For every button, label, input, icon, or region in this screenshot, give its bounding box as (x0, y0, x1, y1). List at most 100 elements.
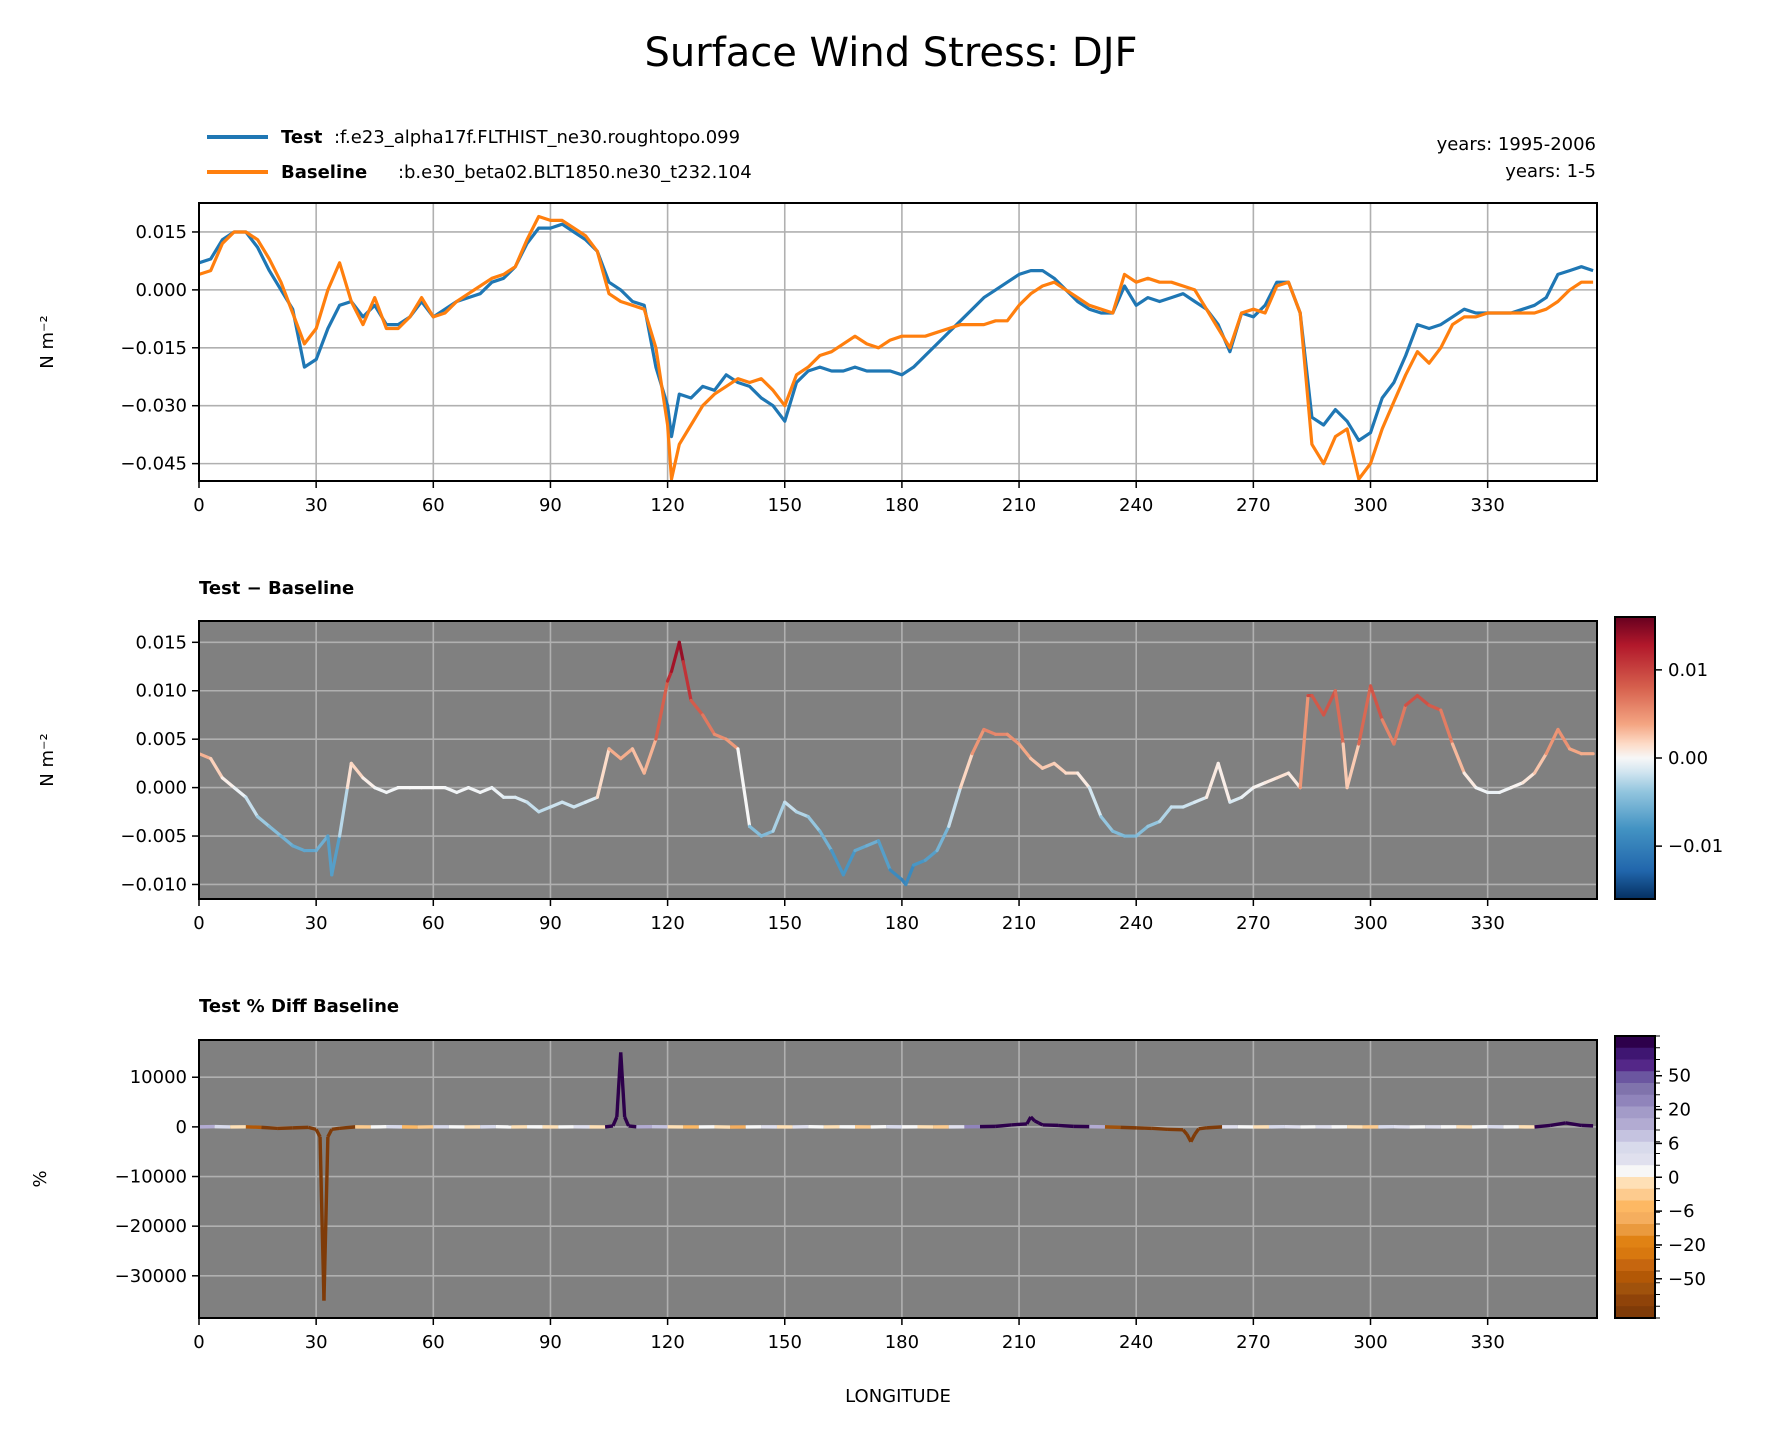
percent-diff-segment (1033, 1119, 1040, 1125)
percent-diff-segment (1037, 1121, 1044, 1127)
difference-segment (701, 713, 717, 736)
panel-1-plot-area (199, 214, 1594, 481)
test-years-label: years: 1995-2006 (1437, 134, 1596, 155)
difference-segment (1322, 689, 1337, 717)
difference-segment (1462, 771, 1478, 790)
difference-segment (1076, 771, 1091, 790)
colorbar-level (1615, 1306, 1655, 1319)
panel-2-plot-area (199, 640, 1595, 887)
panel-3-colorbar-ticks: 50 20 6 0 −6 −20 −50 (1655, 1066, 1706, 1290)
colorbar-level (1615, 1106, 1655, 1119)
difference-segment (681, 660, 693, 703)
difference-segment (513, 795, 529, 804)
colorbar-tick-label: 0.01 (1668, 660, 1708, 681)
colorbar-tick-label: −0.01 (1668, 836, 1723, 857)
difference-segment (209, 756, 225, 780)
legend-test-name: f.e23_alpha17f.FLTHIST_ne30.roughtopo.09… (340, 127, 740, 148)
difference-segment (888, 868, 904, 882)
difference-segment (267, 824, 283, 838)
colorbar-level (1615, 1188, 1655, 1201)
difference-segment (1415, 693, 1431, 707)
panel-3-axes: 0 30 60 90 120 150 180 210 240 270 300 330 10000 0 −10… (115, 1067, 1505, 1353)
percent-diff-segment (1057, 1123, 1074, 1129)
x-tick-label: 270 (1236, 913, 1270, 934)
difference-segment (876, 839, 892, 872)
difference-segment (1158, 805, 1173, 824)
colorbar-level (1615, 1259, 1655, 1272)
percent-diff-segment (326, 1128, 334, 1138)
percent-diff-segment (331, 1126, 340, 1132)
difference-segment (736, 747, 752, 828)
difference-segment (818, 829, 834, 853)
difference-segment (525, 800, 541, 814)
colorbar-level (1615, 1271, 1655, 1284)
difference-segment (1556, 727, 1572, 751)
difference-segment (1392, 703, 1408, 746)
x-tick-label: 90 (539, 913, 562, 934)
colorbar-tick-label: 20 (1668, 1100, 1691, 1121)
difference-segment (607, 747, 623, 761)
percent-diff-segment (1534, 1123, 1551, 1129)
y-tick-label: 0 (176, 1117, 187, 1138)
difference-segment (244, 795, 260, 819)
difference-segment (199, 752, 213, 761)
y-tick-label: −0.015 (120, 338, 187, 359)
colorbar-level (1615, 1071, 1655, 1084)
difference-segment (279, 834, 295, 848)
percent-diff-segment (322, 1136, 330, 1301)
difference-segment (783, 800, 799, 814)
difference-segment (1368, 684, 1384, 722)
difference-segment (1380, 718, 1396, 746)
difference-segment (291, 844, 307, 853)
percent-diff-segment (623, 1116, 631, 1127)
y-tick-label: −30000 (115, 1266, 187, 1287)
colorbar-level (1615, 1235, 1655, 1248)
panel-3-plot-area (199, 1052, 1594, 1301)
panel-2-colorbar (1614, 616, 1656, 900)
difference-segment (666, 669, 674, 683)
colorbar-level (1615, 1224, 1655, 1237)
panel-3-title: Test % Diff Baseline (199, 996, 399, 1017)
difference-segment (712, 732, 728, 741)
difference-segment (619, 747, 635, 761)
panel-1-ylabel: N m⁻² (37, 315, 58, 368)
difference-segment (853, 844, 869, 853)
difference-segment (595, 747, 611, 799)
difference-segment (572, 800, 588, 809)
difference-segment (794, 810, 810, 819)
x-tick-label: 60 (422, 913, 445, 934)
y-tick-label: −0.010 (120, 874, 187, 895)
percent-diff-segment (314, 1128, 322, 1138)
difference-segment (1497, 786, 1513, 795)
y-tick-label: −0.005 (120, 826, 187, 847)
x-tick-label: 210 (1002, 913, 1036, 934)
y-tick-label: −0.030 (120, 396, 187, 417)
difference-segment (947, 786, 963, 828)
panel-3-xlabel: LONGITUDE (845, 1386, 951, 1407)
percent-diff-segment (339, 1125, 356, 1131)
percent-diff-segment (1189, 1133, 1197, 1143)
difference-segment (1298, 693, 1310, 790)
difference-segment (1439, 708, 1455, 746)
colorbar-tick-label: 0 (1668, 1167, 1679, 1188)
difference-segment (935, 824, 951, 853)
percent-diff-segment (611, 1116, 619, 1127)
x-tick-label: 300 (1353, 1332, 1387, 1353)
panel-2-background (199, 621, 1597, 899)
percent-diff-segment (1011, 1122, 1027, 1127)
difference-segment (1193, 795, 1209, 804)
difference-segment (1509, 781, 1525, 790)
difference-segment (326, 834, 334, 877)
colorbar-level (1615, 1059, 1655, 1072)
difference-segment (1404, 693, 1419, 707)
difference-segment (220, 776, 236, 790)
difference-segment (314, 834, 330, 853)
x-tick-label: 180 (885, 1332, 919, 1353)
difference-segment (1333, 689, 1345, 746)
percent-diff-segment (261, 1125, 278, 1131)
difference-segment (904, 863, 916, 887)
difference-segment (1474, 786, 1490, 795)
difference-segment (1427, 703, 1443, 712)
x-tick-label: 120 (650, 495, 684, 516)
percent-diff-segment (1181, 1128, 1189, 1136)
